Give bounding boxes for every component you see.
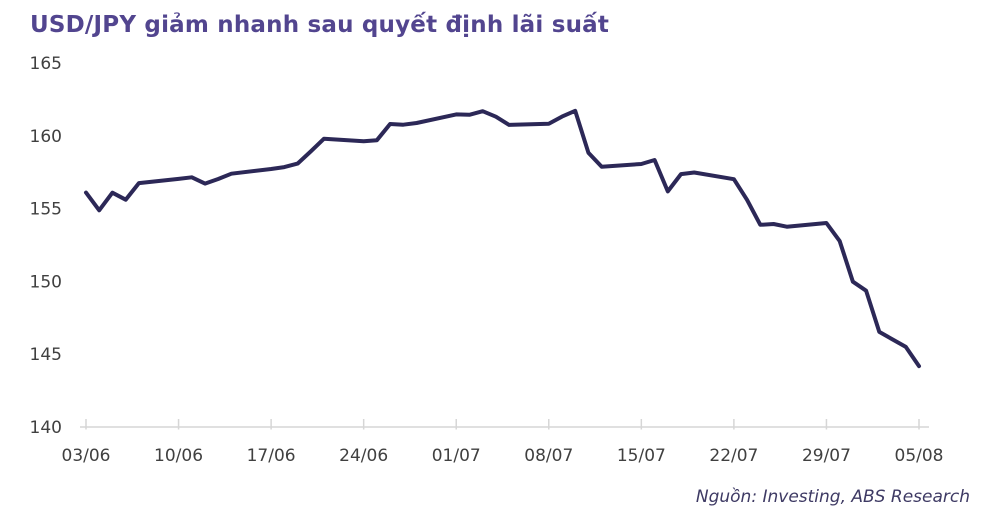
y-axis-tick-label: 140 [30, 418, 62, 438]
usdjpy-price-line [84, 108, 921, 369]
y-axis-tick-label: 160 [30, 127, 62, 147]
x-axis-tick-label: 10/06 [154, 446, 203, 466]
x-axis-tick-label: 05/08 [895, 446, 944, 466]
x-axis-tick-label: 08/07 [524, 446, 573, 466]
chart-title: USD/JPY giảm nhanh sau quyết định lãi su… [30, 12, 610, 38]
x-axis-tick-label: 29/07 [802, 446, 851, 466]
x-axis-tick-label: 17/06 [247, 446, 296, 466]
y-axis-tick-label: 145 [30, 345, 62, 365]
y-axis-tick-label: 155 [30, 200, 62, 220]
source-note: Nguồn: Investing, ABS Research [695, 487, 970, 507]
x-axis-tick-label: 22/07 [709, 446, 758, 466]
x-axis-tick-label: 03/06 [62, 446, 111, 466]
y-axis-tick-label: 150 [30, 272, 62, 292]
x-axis-tick-label: 01/07 [432, 446, 481, 466]
y-axis-tick-label: 165 [30, 54, 62, 74]
x-axis-tick-label: 24/06 [339, 446, 388, 466]
x-axis-tick-label: 15/07 [617, 446, 666, 466]
